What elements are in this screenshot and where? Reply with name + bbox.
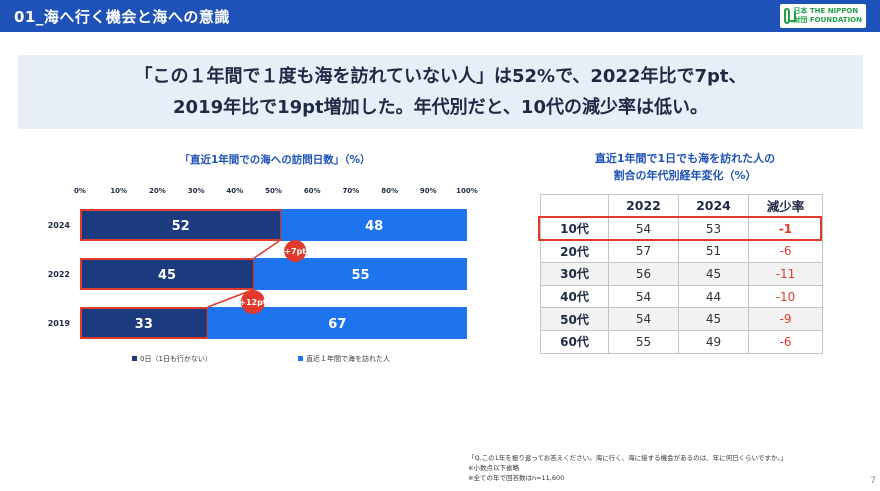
- bar-value-label: 55: [352, 268, 370, 283]
- footnote-rounding: ※小数点以下省略: [468, 464, 519, 472]
- legend-label: 直近１年間で海を訪れた人: [306, 354, 390, 363]
- change-badge-label: +12pt: [239, 298, 267, 307]
- table-header-rate: 減少率: [748, 194, 823, 218]
- row-2024: 44: [678, 284, 749, 309]
- row-2024: 51: [678, 239, 749, 264]
- chart-title: 「直近1年間での海への訪問日数」（%）: [179, 154, 371, 166]
- bar-zero-days: [80, 258, 255, 290]
- change-badge: [240, 290, 265, 314]
- x-tick-label: 50%: [265, 187, 282, 195]
- age-trend-table: 2022 2024 減少率 10代 54 53 -1 20代 57 51 -6 …: [540, 194, 823, 354]
- row-2022: 57: [608, 239, 679, 264]
- bar-zero-days: [80, 209, 282, 241]
- row-age: 60代: [540, 330, 609, 354]
- row-rate: -6: [748, 239, 823, 264]
- row-2024: 49: [678, 330, 749, 354]
- row-2022: 54: [608, 284, 679, 309]
- table-header-blank: [540, 194, 609, 218]
- footnote-question: 「Q.この1年を振り返ってお答えください。海に行く、海に接する機会があるのは、年…: [468, 454, 788, 462]
- row-age: 10代: [540, 216, 609, 241]
- row-age: 20代: [540, 239, 609, 264]
- table-row: 60代 55 49 -6: [540, 330, 823, 354]
- x-tick-label: 0%: [74, 187, 86, 195]
- page-number: 7: [870, 476, 876, 486]
- bar-value-label: 52: [172, 219, 190, 234]
- change-badge-label: +7pt: [284, 247, 306, 256]
- table-header-2024: 2024: [678, 194, 749, 218]
- headline-line2: 2019年比で19pt増加した。年代別だと、10代の減少率は低い。: [173, 97, 708, 118]
- table-row: 30代 56 45 -11: [540, 262, 823, 286]
- stacked-bar-chart: 0% 10% 20% 30% 40% 50% 60% 70% 80% 90% 100% 2024 52 4…: [48, 187, 478, 363]
- row-2024: 53: [678, 216, 749, 241]
- row-rate: -11: [748, 262, 823, 286]
- nippon-foundation-logo: 日本 THE NIPPON 財団 FOUNDATION: [780, 4, 866, 28]
- row-rate: -9: [748, 307, 823, 332]
- legend-swatch-visited: [298, 356, 303, 361]
- logo-line2: 財団 FOUNDATION: [793, 16, 862, 24]
- teen-row-highlight: [538, 216, 822, 241]
- foundation-mark-icon: [784, 8, 797, 24]
- table-row: 50代 54 45 -9: [540, 307, 823, 332]
- logo-text: 日本 THE NIPPON 財団 FOUNDATION: [793, 7, 862, 25]
- table-row: 40代 54 44 -10: [540, 284, 823, 309]
- bar-value-label: 33: [135, 317, 153, 332]
- bar-value-label: 45: [158, 268, 176, 283]
- bar-zero-days: [80, 307, 208, 339]
- table-header-row: 2022 2024 減少率: [540, 194, 823, 218]
- x-tick-label: 20%: [149, 187, 166, 195]
- row-age: 40代: [540, 284, 609, 309]
- x-tick-label: 90%: [420, 187, 437, 195]
- x-tick-label: 30%: [188, 187, 205, 195]
- headline-box: 「この１年間で１度も海を訪れていない人」は52%で、2022年比で7pt、 20…: [18, 55, 863, 129]
- x-tick-label: 80%: [381, 187, 398, 195]
- x-tick-label: 70%: [343, 187, 360, 195]
- change-arrow-2022-2024: [253, 240, 280, 259]
- footnote-sample: ※全ての年で回答数はn=11,600: [468, 474, 565, 482]
- table-row: 20代 57 51 -6: [540, 239, 823, 264]
- row-age: 50代: [540, 307, 609, 332]
- category-label: 2022: [48, 270, 70, 279]
- category-label: 2019: [48, 319, 71, 328]
- row-2022: 54: [608, 216, 679, 241]
- bar-visited: [281, 209, 467, 241]
- table-header-2022: 2022: [608, 194, 679, 218]
- row-age: 30代: [540, 262, 609, 286]
- row-2024: 45: [678, 262, 749, 286]
- legend-swatch-zero-days: [132, 356, 137, 361]
- row-rate: -10: [748, 284, 823, 309]
- row-2024: 45: [678, 307, 749, 332]
- headline-line1: 「この１年間で１度も海を訪れていない人」は52%で、2022年比で7pt、: [134, 66, 747, 87]
- category-label: 2024: [48, 221, 71, 230]
- x-tick-label: 100%: [456, 187, 478, 195]
- x-tick-label: 40%: [226, 187, 243, 195]
- table-title-line1: 直近1年間で1日でも海を訪れた人の: [594, 152, 776, 165]
- change-badge: [284, 240, 307, 262]
- legend-label: 0日（1日も行かない）: [140, 354, 212, 363]
- bar-visited: [254, 258, 467, 290]
- header-bar: 01_海へ行く機会と海への意識 日本 THE NIPPON 財団 FOUNDAT…: [0, 0, 880, 32]
- page-title: 01_海へ行く機会と海への意識: [14, 8, 230, 26]
- row-2022: 55: [608, 330, 679, 354]
- table-title: 直近1年間で1日でも海を訪れた人の 割合の年代別経年変化（%）: [540, 150, 830, 184]
- change-arrow-2019-2022: [207, 289, 253, 308]
- row-2022: 56: [608, 262, 679, 286]
- bar-value-label: 67: [328, 317, 346, 332]
- x-tick-label: 10%: [110, 187, 127, 195]
- row-rate: -1: [748, 216, 823, 241]
- logo-line1: 日本 THE NIPPON: [793, 7, 859, 15]
- row-2022: 54: [608, 307, 679, 332]
- row-rate: -6: [748, 330, 823, 354]
- x-tick-label: 60%: [304, 187, 321, 195]
- highlight-outline: [80, 307, 209, 339]
- table-title-line2: 割合の年代別経年変化（%）: [613, 169, 757, 182]
- bar-value-label: 48: [365, 219, 383, 234]
- table-row: 10代 54 53 -1: [540, 216, 823, 241]
- footnote: 「Q.この1年を振り返ってお答えください。海に行く、海に接する機会があるのは、年…: [468, 453, 787, 483]
